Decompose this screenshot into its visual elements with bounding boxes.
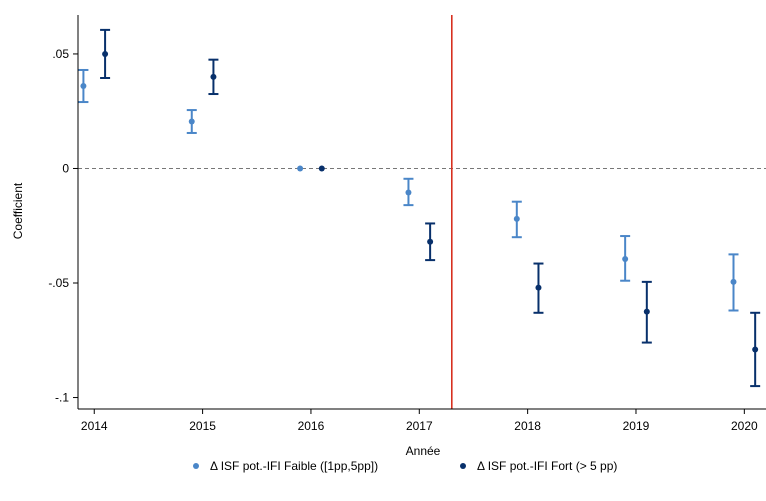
plot-area	[78, 15, 766, 409]
data-point-s2	[535, 284, 542, 291]
data-point-s1	[297, 165, 304, 172]
data-point-s1	[622, 255, 629, 262]
legend-marker-s2	[460, 463, 466, 469]
data-point-s1	[405, 189, 412, 196]
axes: .05 0 -.05 -.1 2014 2015 2016 2017 2018 2019 2020	[48, 15, 766, 433]
data-point-s2	[102, 50, 109, 57]
y-tick-label: -.05	[48, 276, 69, 290]
data-point-s1	[80, 83, 87, 90]
x-tick-label: 2014	[81, 419, 108, 433]
x-tick-label: 2017	[406, 419, 433, 433]
x-tick-label: 2015	[189, 419, 216, 433]
data-point-s2	[643, 308, 650, 315]
legend-label-s2: Δ ISF pot.-IFI Fort (> 5 pp)	[477, 459, 617, 473]
legend-label-s1: Δ ISF pot.-IFI Faible ([1pp,5pp])	[210, 459, 378, 473]
x-tick-label: 2018	[514, 419, 541, 433]
x-axis-title: Année	[406, 444, 441, 458]
legend-marker-s1	[193, 463, 199, 469]
y-tick-label: .05	[52, 47, 69, 61]
data-point-s1	[513, 215, 520, 222]
x-tick-label: 2019	[623, 419, 650, 433]
y-tick-label: 0	[62, 161, 69, 175]
x-tick-label: 2016	[298, 419, 325, 433]
legend: Δ ISF pot.-IFI Faible ([1pp,5pp]) Δ ISF p…	[193, 459, 617, 473]
data-point-s2	[318, 165, 325, 172]
data-point-s2	[752, 346, 759, 353]
data-point-s2	[427, 238, 434, 245]
y-tick-label: -.1	[55, 391, 69, 405]
y-axis-title: Coefficient	[11, 182, 25, 239]
data-point-s2	[210, 73, 217, 80]
data-point-s1	[188, 118, 195, 125]
x-tick-label: 2020	[731, 419, 758, 433]
data-point-s1	[730, 278, 737, 285]
